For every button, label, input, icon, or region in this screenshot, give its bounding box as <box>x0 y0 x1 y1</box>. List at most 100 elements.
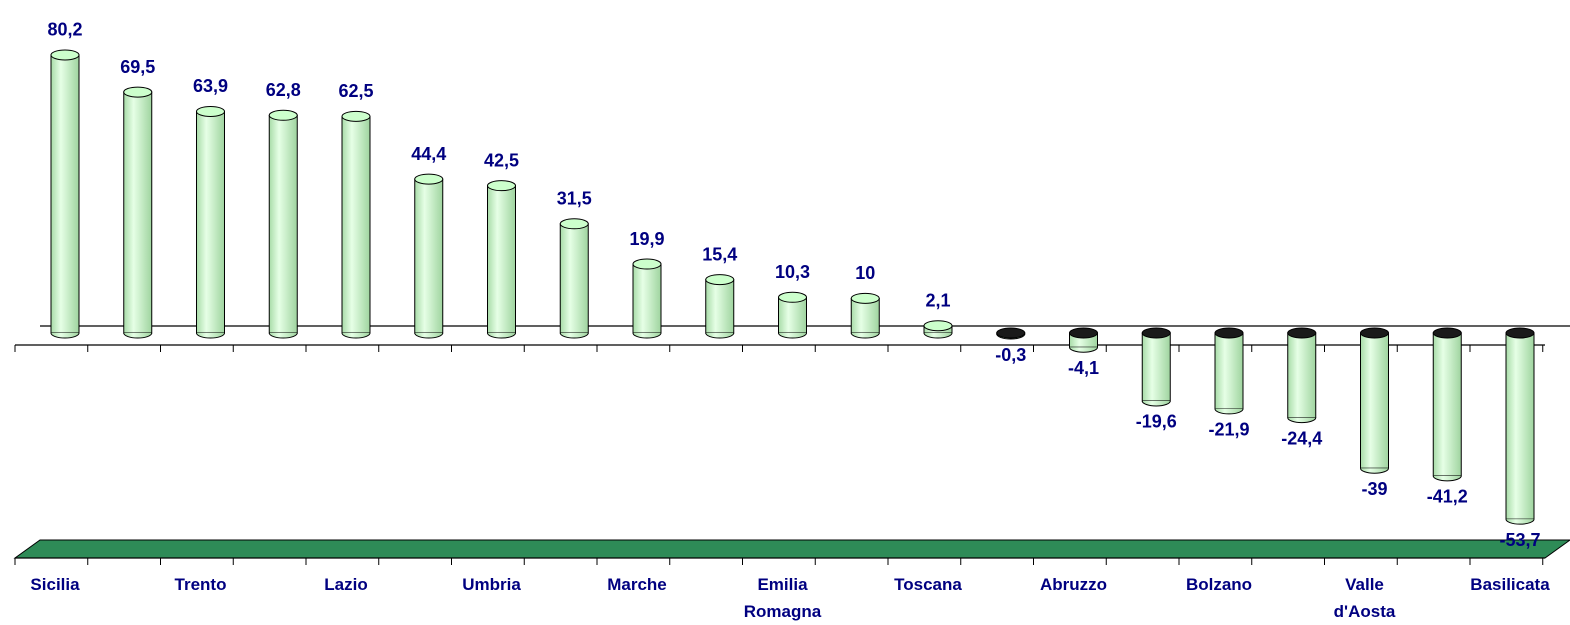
bar-bottom <box>632 332 662 339</box>
bar-body <box>1360 332 1389 469</box>
bar-cap <box>1432 327 1462 339</box>
bar-bottom <box>1287 417 1317 424</box>
bar-bottom <box>1505 519 1535 525</box>
bar-bottom <box>1141 400 1171 407</box>
bar-body <box>559 223 589 334</box>
bar-bottom <box>1069 347 1098 353</box>
value-label: 80,2 <box>47 20 82 40</box>
bar-cap <box>1214 327 1244 339</box>
x-tick-label: Sicilia <box>30 575 80 594</box>
ticks <box>14 345 1544 565</box>
bar-bottom <box>196 332 225 339</box>
value-label: -19,6 <box>1136 412 1177 432</box>
bar-cap <box>268 109 298 121</box>
bar-body <box>341 115 371 334</box>
bar-body <box>50 54 80 334</box>
bar-bottom <box>1214 408 1244 415</box>
bar-bottom <box>923 332 953 339</box>
bar-bottom <box>341 332 371 339</box>
bar <box>996 327 1026 340</box>
bar-bottom <box>705 332 735 339</box>
bar-body <box>196 110 225 334</box>
bar-body <box>414 178 444 334</box>
x-tick-label: Bolzano <box>1185 575 1253 594</box>
value-label: 62,5 <box>338 81 373 101</box>
value-label: -21,9 <box>1208 420 1249 440</box>
bar-bottom <box>123 332 153 339</box>
value-label: 44,4 <box>411 144 446 164</box>
bar <box>1069 327 1098 353</box>
bar-body <box>1214 332 1244 410</box>
bar-bottom <box>850 332 880 339</box>
bar <box>341 110 371 339</box>
bar-bottom <box>1360 468 1389 474</box>
x-tick-label: Toscana <box>894 575 962 594</box>
bar-body <box>1505 332 1535 520</box>
x-tick-label: Emilia Romagna <box>743 575 822 621</box>
bar <box>778 291 807 339</box>
bar-body <box>1141 332 1171 402</box>
bar <box>632 258 662 339</box>
bar <box>1432 327 1462 482</box>
bar-body <box>1287 332 1317 419</box>
bar-body <box>778 296 807 334</box>
bar-cap <box>705 274 735 286</box>
value-label: 2,1 <box>925 290 950 310</box>
x-tick-label: Umbria <box>462 575 521 594</box>
bar-bottom <box>487 332 516 339</box>
value-label: -4,1 <box>1068 358 1099 378</box>
bar-cap <box>341 110 371 122</box>
bar-bottom <box>559 332 589 339</box>
x-tick-label: Lazio <box>324 575 368 594</box>
bar-cap <box>996 327 1026 339</box>
bar <box>705 274 735 339</box>
bar <box>1505 327 1535 525</box>
bar-cap <box>487 180 516 192</box>
bar <box>1287 327 1317 424</box>
bar-bottom <box>268 332 298 339</box>
value-label: -41,2 <box>1427 487 1468 507</box>
bar <box>123 86 153 339</box>
bar <box>487 180 516 339</box>
bar-body <box>632 263 662 334</box>
bar <box>414 173 444 339</box>
bar <box>50 49 80 339</box>
bar-cap <box>1360 327 1389 339</box>
value-label: 42,5 <box>484 150 519 170</box>
bar-body <box>850 297 880 334</box>
value-label: -53,7 <box>1499 530 1540 550</box>
bar-cap <box>632 258 662 270</box>
bar-cap <box>850 292 880 304</box>
bar-cap <box>778 291 807 303</box>
value-label: 63,9 <box>193 76 228 96</box>
bar-cap <box>559 218 589 230</box>
value-label: 69,5 <box>120 57 155 77</box>
bar <box>1141 327 1171 407</box>
bars: 80,2 69,5 63,9 62,8 62,5 44,4 42,5 31,5 19,9 15,4… <box>47 20 1540 550</box>
value-label: -24,4 <box>1281 428 1322 448</box>
bar-body <box>123 91 153 334</box>
bar-cap <box>123 86 153 98</box>
bar-cap <box>1069 327 1098 339</box>
value-label: 19,9 <box>629 229 664 249</box>
bar <box>850 292 880 339</box>
bar <box>1360 327 1389 474</box>
bar-cap <box>50 49 80 61</box>
bar-cap <box>1141 327 1171 339</box>
bar-cap <box>1287 327 1317 339</box>
value-label: 31,5 <box>557 189 592 209</box>
value-label: -39 <box>1361 479 1387 499</box>
x-tick-label: Marche <box>607 575 667 594</box>
x-tick-label: Trento <box>174 575 227 594</box>
bar <box>196 105 225 339</box>
bar <box>1214 327 1244 415</box>
bar <box>268 109 298 339</box>
bar-body <box>705 279 735 334</box>
bar-body <box>268 114 298 334</box>
value-label: 10 <box>855 263 875 283</box>
bar-bottom <box>1432 475 1462 482</box>
bar-cap <box>1505 327 1535 339</box>
value-label: 15,4 <box>702 244 737 264</box>
bar-bottom <box>50 332 80 339</box>
